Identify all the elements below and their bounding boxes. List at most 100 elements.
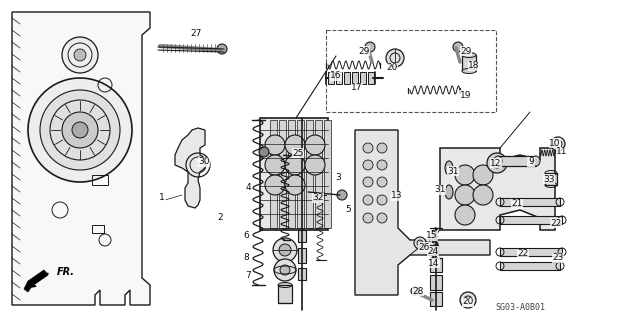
Bar [498, 156, 536, 166]
Bar [288, 120, 295, 228]
Circle shape [285, 175, 305, 195]
Text: 14: 14 [428, 258, 440, 268]
Text: 22: 22 [517, 249, 529, 258]
Circle shape [487, 153, 507, 173]
Circle shape [259, 147, 269, 157]
Circle shape [217, 44, 227, 54]
Circle shape [285, 155, 305, 175]
Circle shape [460, 292, 476, 308]
Polygon shape [175, 128, 205, 208]
Text: 22: 22 [550, 219, 562, 227]
Text: 11: 11 [556, 147, 568, 157]
Text: SG03-A0B01: SG03-A0B01 [495, 303, 545, 313]
Bar [428, 245, 438, 255]
Text: 32: 32 [312, 194, 324, 203]
Circle shape [62, 37, 98, 73]
Circle shape [377, 160, 387, 170]
Bar [336, 72, 342, 84]
Circle shape [28, 78, 132, 182]
Circle shape [265, 135, 285, 155]
Circle shape [473, 185, 493, 205]
Circle shape [363, 195, 373, 205]
Bar [92, 175, 108, 185]
Bar [462, 55, 476, 71]
Circle shape [363, 160, 373, 170]
Bar [324, 120, 331, 228]
Polygon shape [12, 12, 150, 305]
Bar [298, 248, 306, 263]
Text: 21: 21 [511, 199, 523, 209]
Ellipse shape [462, 69, 476, 73]
Bar [545, 173, 557, 185]
Text: 9: 9 [528, 158, 534, 167]
Bar [500, 262, 560, 270]
Polygon shape [355, 130, 490, 295]
Bar [297, 120, 304, 228]
Text: 2: 2 [217, 213, 223, 222]
Circle shape [377, 143, 387, 153]
Circle shape [455, 185, 475, 205]
Ellipse shape [494, 156, 502, 166]
Circle shape [363, 213, 373, 223]
Bar [430, 292, 442, 306]
Ellipse shape [462, 53, 476, 57]
Text: 16: 16 [330, 71, 342, 80]
Bar [430, 258, 442, 272]
Polygon shape [24, 270, 48, 292]
Text: 12: 12 [490, 159, 502, 167]
Ellipse shape [445, 161, 453, 175]
Circle shape [386, 49, 404, 67]
Circle shape [377, 213, 387, 223]
Bar [344, 72, 350, 84]
Circle shape [551, 137, 565, 151]
Text: 4: 4 [245, 183, 251, 192]
Circle shape [377, 177, 387, 187]
Bar [279, 120, 286, 228]
Bar [500, 248, 562, 256]
Text: 7: 7 [245, 271, 251, 279]
Circle shape [40, 90, 120, 170]
Text: 20: 20 [462, 298, 474, 307]
Bar [500, 198, 560, 206]
Text: 15: 15 [426, 232, 438, 241]
Circle shape [274, 259, 296, 281]
Circle shape [280, 265, 290, 275]
Text: 27: 27 [190, 28, 202, 38]
Bar [368, 72, 374, 84]
Circle shape [473, 165, 493, 185]
Circle shape [74, 49, 86, 61]
Circle shape [265, 155, 285, 175]
Circle shape [455, 165, 475, 185]
Ellipse shape [532, 156, 540, 166]
Bar [298, 230, 306, 242]
Circle shape [411, 287, 419, 295]
Bar [278, 285, 292, 303]
Bar [326, 30, 496, 112]
Text: 31: 31 [447, 167, 459, 175]
Text: 26: 26 [419, 242, 429, 251]
Text: 31: 31 [435, 186, 445, 195]
Circle shape [305, 135, 325, 155]
Text: 6: 6 [243, 231, 249, 240]
Text: 13: 13 [391, 191, 403, 201]
Circle shape [414, 237, 426, 249]
Circle shape [417, 240, 423, 246]
Text: 10: 10 [549, 138, 561, 147]
Text: 30: 30 [198, 158, 210, 167]
Polygon shape [440, 148, 555, 230]
Text: 28: 28 [412, 286, 424, 295]
Text: FR.: FR. [57, 267, 75, 277]
Text: 8: 8 [243, 254, 249, 263]
Circle shape [285, 135, 305, 155]
Text: 18: 18 [468, 62, 480, 70]
Text: 23: 23 [552, 254, 564, 263]
Circle shape [72, 122, 88, 138]
Text: 5: 5 [345, 205, 351, 214]
Bar [360, 72, 366, 84]
Text: 25: 25 [292, 149, 304, 158]
Circle shape [365, 42, 375, 52]
Circle shape [363, 143, 373, 153]
Circle shape [455, 205, 475, 225]
Text: 3: 3 [335, 174, 341, 182]
Bar [328, 72, 334, 84]
